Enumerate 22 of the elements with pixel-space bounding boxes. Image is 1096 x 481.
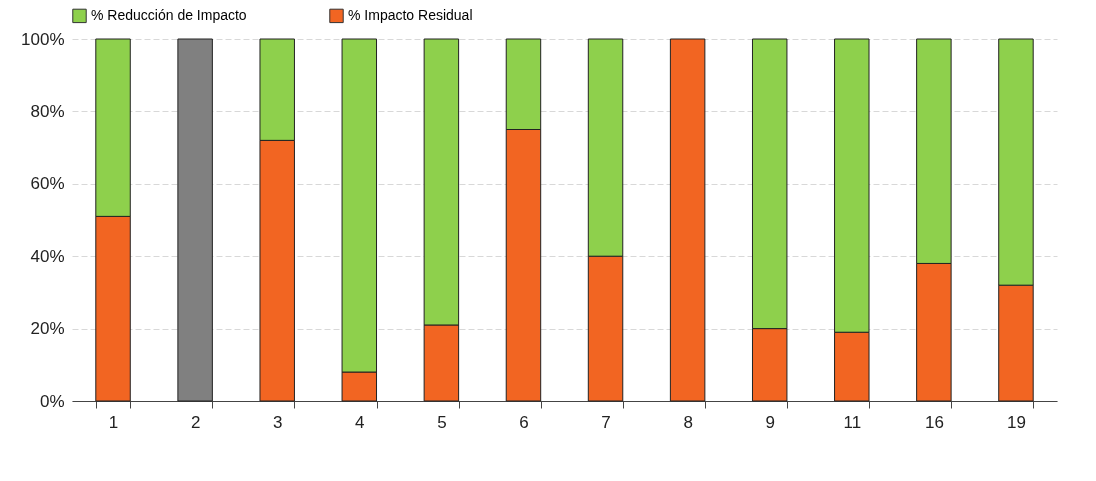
- legend-label: % Impacto Residual: [348, 6, 473, 23]
- y-tick-label: 40%: [30, 246, 65, 266]
- x-tick-label: 4: [355, 412, 365, 432]
- x-tick-label: 11: [843, 412, 862, 432]
- bar: [177, 38, 213, 402]
- x-tick-label: 1: [108, 412, 119, 432]
- x-tick-label: 7: [601, 412, 611, 432]
- y-tick-label: 60%: [30, 174, 65, 194]
- x-tick-label: 16: [924, 412, 944, 432]
- y-tick-label: 100%: [21, 29, 65, 49]
- x-tick-label: 3: [272, 412, 283, 432]
- bar: [669, 38, 706, 402]
- x-tick-label: 5: [437, 412, 447, 432]
- y-tick-label: 20%: [30, 319, 65, 339]
- x-tick-label: 2: [190, 412, 201, 432]
- y-tick-label: 0%: [39, 391, 65, 411]
- x-tick-label: 9: [765, 412, 775, 432]
- x-tick-label: 8: [683, 412, 693, 432]
- x-tick-label: 6: [519, 412, 529, 432]
- x-tick-label: 19: [1007, 412, 1026, 432]
- y-tick-label: 80%: [30, 101, 65, 121]
- legend-label: % Reducción de Impacto: [91, 6, 247, 23]
